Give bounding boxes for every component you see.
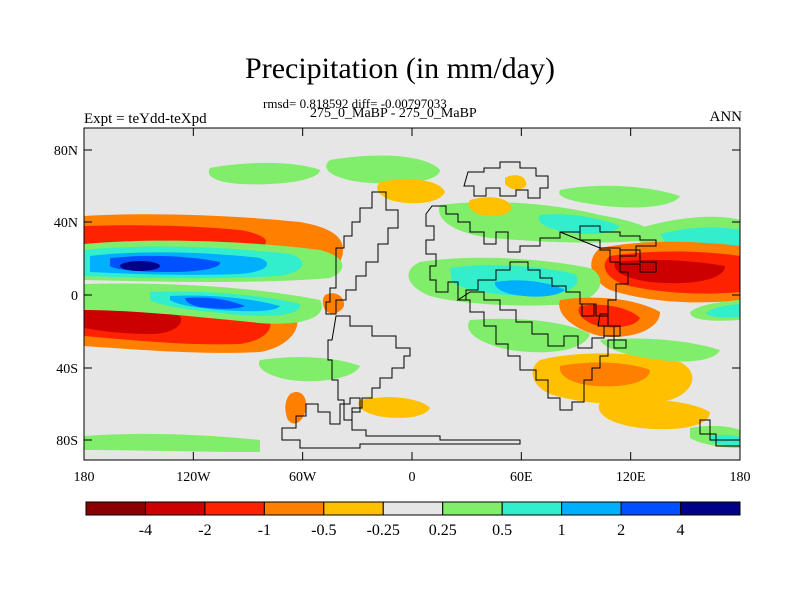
- colorbar-label: -0.5: [311, 522, 336, 539]
- lon-tick-label: 0: [409, 470, 416, 485]
- contour-pos-so-1: [258, 357, 360, 382]
- lon-tick-label: 180: [74, 470, 95, 485]
- contour-pos-so-2: [84, 433, 260, 452]
- contour-pos-pac-eq-core: [120, 261, 160, 271]
- colorbar-label: 1: [558, 522, 566, 539]
- contour-pos-pac-s-4: [185, 297, 245, 309]
- contour-pos-natl: [326, 155, 440, 184]
- coastline-north-land: [463, 161, 549, 199]
- colorbar-swatch: [85, 501, 146, 516]
- colorbar-label: -1: [258, 522, 271, 539]
- coastlines: [281, 161, 740, 449]
- stats-line: rmsd= 0.818592 diff= -0.00797033: [263, 96, 447, 111]
- contour-pos-epac-2: [706, 304, 740, 318]
- season-label: ANN: [709, 109, 743, 125]
- coastline-africa-south: [456, 291, 615, 411]
- coastline-island-1: [581, 303, 595, 317]
- lat-tick-label: 40N: [54, 216, 78, 231]
- colorbar-label: 4: [677, 522, 685, 539]
- colorbar-swatch: [204, 501, 265, 516]
- coastline-antarctica-east: [699, 419, 740, 447]
- coastline-island-2: [597, 313, 621, 337]
- contour-neg-natl: [377, 179, 445, 204]
- colorbar-label: -0.25: [367, 522, 400, 539]
- colorbar-swatch: [680, 501, 741, 516]
- longitude-axis: 180 120W 60W 0 60E 120E 180: [74, 128, 751, 485]
- colorbar-swatch: [442, 501, 503, 516]
- colorbar-label: -2: [198, 522, 211, 539]
- lat-tick-label: 0: [71, 289, 78, 304]
- colorbar-swatch: [323, 501, 384, 516]
- coastline-americas: [325, 191, 399, 315]
- colorbar-label: 0.25: [429, 522, 457, 539]
- colorbar-swatch: [501, 501, 563, 516]
- lon-tick-label: 120E: [616, 470, 646, 485]
- lat-tick-label: 80N: [54, 144, 78, 159]
- lon-tick-label: 120W: [176, 470, 211, 485]
- colorbar-swatch: [263, 501, 325, 516]
- experiment-label: Expt = teYdd-teXpd: [84, 111, 207, 127]
- contour-neg-nasia: [505, 175, 527, 190]
- lon-tick-label: 180: [730, 470, 751, 485]
- coastline-south-america: [327, 315, 411, 421]
- contour-pos-arctic: [208, 162, 320, 185]
- contour-neg-satl: [358, 397, 430, 418]
- plot-title: Precipitation (in mm/day): [245, 52, 555, 85]
- experiment-subtitle: 275_0_MaBP - 275_0_MaBP: [310, 106, 477, 121]
- lat-tick-label: 80S: [56, 434, 78, 449]
- colorbar-swatch: [382, 501, 444, 516]
- contour-pos-io-s2: [600, 338, 720, 362]
- contour-neg-sio-3: [598, 399, 710, 430]
- contour-neg-pac-s-3: [84, 309, 181, 334]
- colorbar-label: 0.5: [492, 522, 512, 539]
- colorbar-label: 2: [617, 522, 625, 539]
- contour-neg-africa: [468, 197, 512, 216]
- contour-neg-sio-2: [559, 362, 650, 387]
- coastline-north-pacific: [619, 249, 657, 273]
- colorbar: -4 -2 -1 -0.5 -0.25 0.25 0.5 1 2 4: [85, 501, 741, 539]
- contour-pos-nasia: [559, 185, 680, 208]
- lat-tick-label: 40S: [56, 362, 78, 377]
- colorbar-swatch: [620, 501, 682, 516]
- coastline-antarctica: [281, 397, 521, 449]
- coastline-island-3: [613, 339, 627, 349]
- colorbar-label: -4: [139, 522, 152, 539]
- lon-tick-label: 60E: [510, 470, 533, 485]
- contour-pos-io-3: [494, 280, 565, 297]
- contour-neg-natl-2: [322, 293, 345, 314]
- lon-tick-label: 60W: [289, 470, 317, 485]
- contour-neg-east-asia-3: [614, 259, 725, 284]
- colorbar-swatch: [144, 501, 206, 516]
- latitude-axis: 80N 40N 0 40S 80S: [54, 144, 740, 449]
- colorbar-swatch: [561, 501, 622, 516]
